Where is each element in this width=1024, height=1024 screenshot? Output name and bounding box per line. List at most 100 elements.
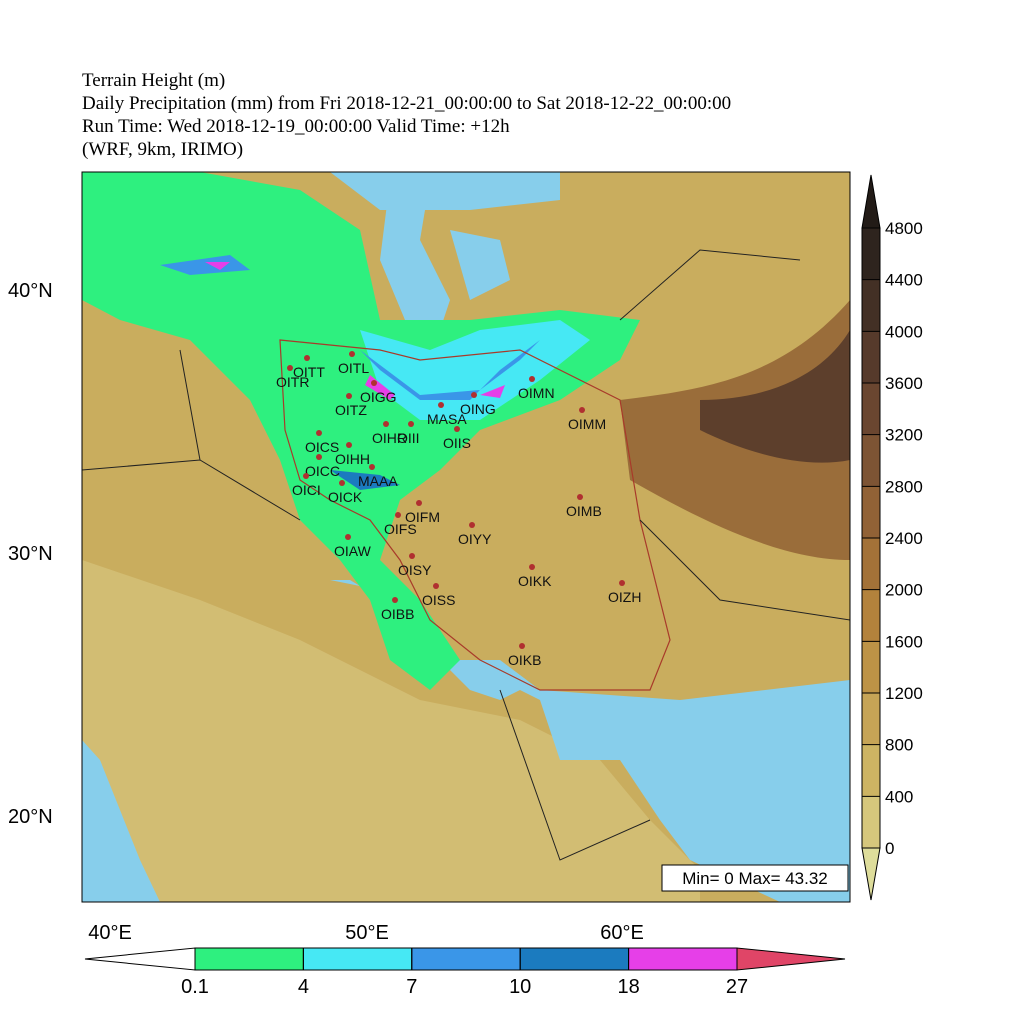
lon-label: 50°E xyxy=(345,922,389,944)
mountains xyxy=(700,330,850,463)
colorbar-bin xyxy=(862,641,880,693)
station-label: OIAW xyxy=(334,543,372,559)
axis-labels: 40°N 30°N 20°N 40°E 50°E 60°E xyxy=(8,280,644,944)
station-dot xyxy=(579,407,585,413)
colorbar-label: 4800 xyxy=(885,219,923,238)
station-dot xyxy=(316,430,322,436)
colorbar-bin xyxy=(862,538,880,590)
station-dot xyxy=(345,534,351,540)
colorbar-bin xyxy=(862,434,880,487)
sea xyxy=(82,740,160,902)
colorbar-label: 800 xyxy=(885,736,913,755)
station-label: OICS xyxy=(305,439,339,455)
sea xyxy=(380,180,450,330)
colorbar-label: 3600 xyxy=(885,374,923,393)
station-dot xyxy=(349,351,355,357)
summary-frame xyxy=(661,864,849,892)
colorbar-label: 4000 xyxy=(885,322,923,341)
station-dot xyxy=(529,376,535,382)
summary-text: Min= 0 Max= 43.32 xyxy=(682,869,828,888)
station-label: OICK xyxy=(328,489,363,505)
station-dot xyxy=(287,365,293,371)
precip-area xyxy=(360,340,540,400)
header: Terrain Height (m) Daily Precipitation (… xyxy=(82,70,731,160)
station-label: OITZ xyxy=(335,402,367,418)
station-label: OIIS xyxy=(443,435,471,451)
summary-box: Min= 0 Max= 43.32 xyxy=(661,864,849,892)
colorbar-end xyxy=(736,947,846,971)
station-dot xyxy=(316,454,322,460)
border xyxy=(82,249,850,861)
station-dot xyxy=(454,426,460,432)
station-dot xyxy=(529,564,535,570)
colorbar-bin xyxy=(862,486,880,538)
station-label: OIGG xyxy=(360,389,397,405)
station-label: OIKK xyxy=(518,573,552,589)
station-label: OIHR xyxy=(372,430,407,446)
map-frame xyxy=(81,171,851,903)
station-dot xyxy=(519,643,525,649)
station-label: OIMN xyxy=(518,385,555,401)
station-dot xyxy=(371,380,377,386)
station-dot xyxy=(369,464,375,470)
station-label: OISY xyxy=(398,562,432,578)
station-dot xyxy=(471,392,477,398)
station-label: OIKB xyxy=(508,652,541,668)
precip-area xyxy=(330,470,400,490)
station-dot xyxy=(303,473,309,479)
colorbar-bin xyxy=(862,796,880,848)
colorbar-label: 3200 xyxy=(885,426,923,445)
station-label: OISS xyxy=(422,592,455,608)
land xyxy=(82,560,700,902)
station-dot xyxy=(392,597,398,603)
colorbar-bin xyxy=(862,331,880,383)
station-label: OIYY xyxy=(458,531,492,547)
station-dot xyxy=(619,580,625,586)
station-dot xyxy=(304,355,310,361)
station-dot xyxy=(433,583,439,589)
colorbar-label: 0 xyxy=(885,839,894,858)
station-dot xyxy=(409,553,415,559)
station-label: OICI xyxy=(292,482,321,498)
colorbar-bin xyxy=(411,947,521,971)
station-dot xyxy=(346,442,352,448)
header-line: Terrain Height (m) xyxy=(82,70,225,91)
station-label: OITL xyxy=(338,360,369,376)
colorbar-label: 0.1 xyxy=(181,976,209,998)
station-label: OIFM xyxy=(405,509,440,525)
colorbar-label: 1600 xyxy=(885,632,923,651)
station-label: OIFS xyxy=(384,521,417,537)
colorbar-end xyxy=(84,947,196,971)
station-dot xyxy=(346,393,352,399)
colorbar-label: 400 xyxy=(885,787,913,806)
lat-label: 20°N xyxy=(8,806,53,828)
station-label: OIHH xyxy=(335,451,370,467)
colorbar-bin xyxy=(862,693,880,745)
colorbar-label: 2000 xyxy=(885,581,923,600)
station-label: OICC xyxy=(305,463,340,479)
station-dot xyxy=(395,512,401,518)
colorbar-bin xyxy=(862,228,880,280)
header-line: Daily Precipitation (mm) from Fri 2018-1… xyxy=(82,93,731,114)
colorbar-label: 4 xyxy=(298,976,309,998)
sea xyxy=(330,580,850,902)
station-label: OIMB xyxy=(566,503,602,519)
precip-area xyxy=(82,172,640,690)
colorbar-label: 4400 xyxy=(885,271,923,290)
colorbar-label: 1200 xyxy=(885,684,923,703)
station-dot xyxy=(383,421,389,427)
colorbar-bin xyxy=(862,589,880,642)
sea xyxy=(330,172,560,210)
station-label: MAAA xyxy=(358,473,398,489)
lon-label: 40°E xyxy=(88,922,132,944)
station-label: OING xyxy=(460,401,496,417)
colorbar-bin xyxy=(628,947,738,971)
colorbar-label: 27 xyxy=(726,976,748,998)
colorbar-label: 7 xyxy=(406,976,417,998)
header-line: Run Time: Wed 2018-12-19_00:00:00 Valid … xyxy=(82,116,510,137)
station-label: OIZH xyxy=(608,589,641,605)
station-label: OIII xyxy=(397,430,420,446)
colorbar-label: 10 xyxy=(509,976,531,998)
colorbar-bin xyxy=(194,947,304,971)
